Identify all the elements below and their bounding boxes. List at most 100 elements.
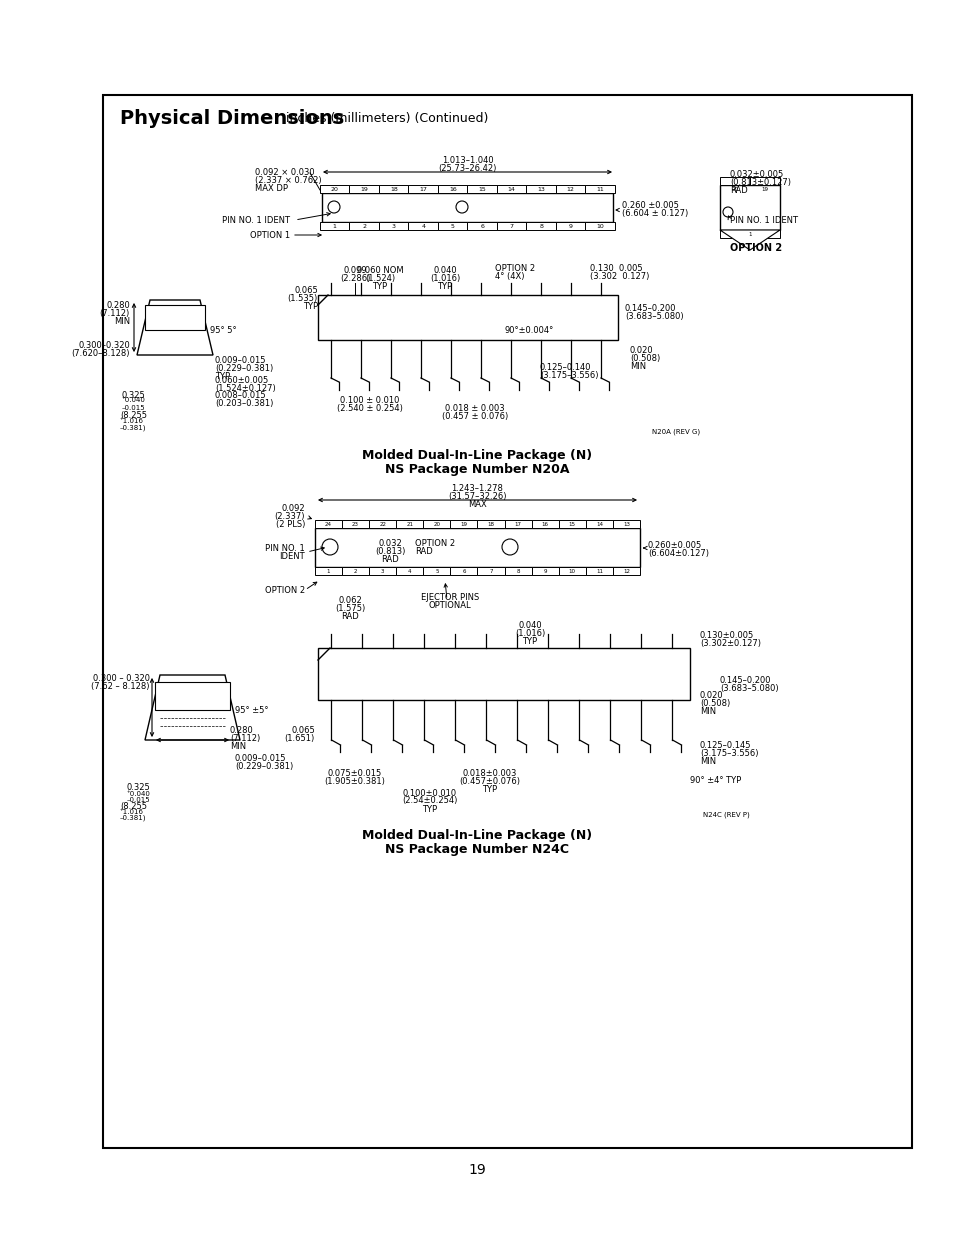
Text: OPTION 2: OPTION 2: [495, 263, 535, 273]
Text: 1: 1: [333, 224, 336, 228]
Text: –0.015: –0.015: [121, 405, 145, 411]
Bar: [720, 185, 780, 230]
Text: 1: 1: [327, 568, 330, 573]
Text: (25.73–26.42): (25.73–26.42): [437, 163, 497, 173]
Text: (8.255: (8.255: [120, 802, 147, 810]
Text: 0.060±0.005: 0.060±0.005: [214, 375, 269, 384]
Bar: [450, 520, 477, 529]
Text: RAD: RAD: [381, 555, 398, 563]
Polygon shape: [137, 300, 213, 354]
Text: –0.015: –0.015: [126, 797, 150, 803]
Text: (2.337): (2.337): [274, 511, 305, 520]
Text: 0.099: 0.099: [343, 266, 366, 274]
Text: RAD: RAD: [341, 611, 358, 620]
Text: ⁺1.016: ⁺1.016: [120, 809, 144, 815]
Text: 0.125–0.140: 0.125–0.140: [539, 363, 591, 372]
Text: 0.092: 0.092: [281, 504, 305, 513]
Bar: [314, 529, 639, 567]
Text: TYP: TYP: [482, 784, 497, 794]
Text: 0.130  0.005: 0.130 0.005: [589, 263, 642, 273]
Text: 15: 15: [477, 186, 486, 191]
Bar: [612, 567, 639, 576]
Bar: [319, 222, 349, 230]
Text: 19: 19: [460, 521, 467, 526]
Text: 4° (4X): 4° (4X): [495, 272, 524, 280]
Text: (7.62 – 8.128): (7.62 – 8.128): [91, 682, 150, 690]
Bar: [437, 222, 467, 230]
Text: 20: 20: [731, 186, 738, 191]
Text: 0.145–0.200: 0.145–0.200: [624, 304, 676, 312]
Text: TYP: TYP: [214, 372, 230, 380]
Bar: [558, 567, 585, 576]
Text: N24C (REV P): N24C (REV P): [702, 811, 749, 819]
Text: (0.229–0.381): (0.229–0.381): [214, 363, 273, 373]
Bar: [314, 567, 342, 576]
Circle shape: [322, 538, 337, 555]
Text: 22: 22: [378, 521, 386, 526]
Bar: [585, 185, 615, 193]
Text: (3.175–3.556): (3.175–3.556): [700, 748, 758, 757]
Text: 0.040: 0.040: [517, 620, 541, 630]
Bar: [585, 520, 612, 529]
Text: 0.008–0.015: 0.008–0.015: [214, 390, 266, 399]
Text: PIN NO. 1 IDENT: PIN NO. 1 IDENT: [729, 215, 797, 225]
Polygon shape: [145, 676, 240, 740]
Bar: [378, 222, 408, 230]
Text: 17: 17: [419, 186, 427, 191]
Text: inches (millimeters) (Continued): inches (millimeters) (Continued): [282, 111, 488, 125]
Text: 16: 16: [541, 521, 548, 526]
Text: (3.683–5.080): (3.683–5.080): [720, 683, 778, 693]
Text: OPTIONAL: OPTIONAL: [428, 600, 471, 610]
Text: MAX DP: MAX DP: [254, 184, 288, 193]
Text: 0.018 ± 0.003: 0.018 ± 0.003: [445, 404, 504, 412]
Text: 0.020: 0.020: [700, 690, 723, 699]
Bar: [423, 520, 450, 529]
Text: (1.016): (1.016): [430, 273, 459, 283]
Circle shape: [456, 201, 468, 212]
Text: 0.020: 0.020: [629, 346, 653, 354]
Text: (31.57–32.26): (31.57–32.26): [448, 492, 506, 500]
Text: (7.620–8.128): (7.620–8.128): [71, 348, 130, 357]
Text: (2.54±0.254): (2.54±0.254): [402, 797, 457, 805]
Text: 0.260 ±0.005: 0.260 ±0.005: [621, 200, 679, 210]
Bar: [395, 567, 423, 576]
Text: 6: 6: [479, 224, 484, 228]
Text: 0.260±0.005: 0.260±0.005: [647, 541, 701, 550]
Bar: [558, 520, 585, 529]
Text: 14: 14: [507, 186, 516, 191]
Text: (3.302  0.127): (3.302 0.127): [589, 272, 649, 280]
Text: IDENT: IDENT: [279, 552, 305, 561]
Text: (0.813): (0.813): [375, 547, 405, 556]
Bar: [408, 185, 437, 193]
Text: 19: 19: [360, 186, 368, 191]
Text: 18: 18: [487, 521, 494, 526]
Bar: [378, 185, 408, 193]
Text: TYP: TYP: [302, 301, 317, 310]
Text: (0.229–0.381): (0.229–0.381): [234, 762, 293, 771]
Text: 20: 20: [331, 186, 338, 191]
Bar: [408, 222, 437, 230]
Text: MIN: MIN: [700, 706, 716, 715]
Text: 0.280: 0.280: [230, 725, 253, 735]
Text: (0.813±0.127): (0.813±0.127): [729, 178, 790, 186]
Text: Physical Dimensions: Physical Dimensions: [120, 109, 344, 127]
Text: 21: 21: [406, 521, 413, 526]
Text: 1.013–1.040: 1.013–1.040: [441, 156, 493, 164]
Text: (1.016): (1.016): [515, 629, 544, 637]
Bar: [317, 648, 689, 700]
Text: (0.508): (0.508): [629, 353, 659, 363]
Bar: [450, 567, 477, 576]
Text: 0.300–0.320: 0.300–0.320: [78, 341, 130, 350]
Text: (2 PLS): (2 PLS): [275, 520, 305, 529]
Bar: [395, 520, 423, 529]
Text: PIN NO. 1 IDENT: PIN NO. 1 IDENT: [222, 215, 290, 225]
Bar: [314, 520, 342, 529]
Text: (0.457±0.076): (0.457±0.076): [459, 777, 520, 785]
Text: 7: 7: [509, 224, 514, 228]
Text: 6: 6: [461, 568, 465, 573]
Text: 23: 23: [352, 521, 358, 526]
Text: TYP: TYP: [422, 804, 437, 814]
Bar: [531, 520, 558, 529]
Bar: [322, 193, 613, 222]
Text: (6.604 ± 0.127): (6.604 ± 0.127): [621, 209, 687, 217]
